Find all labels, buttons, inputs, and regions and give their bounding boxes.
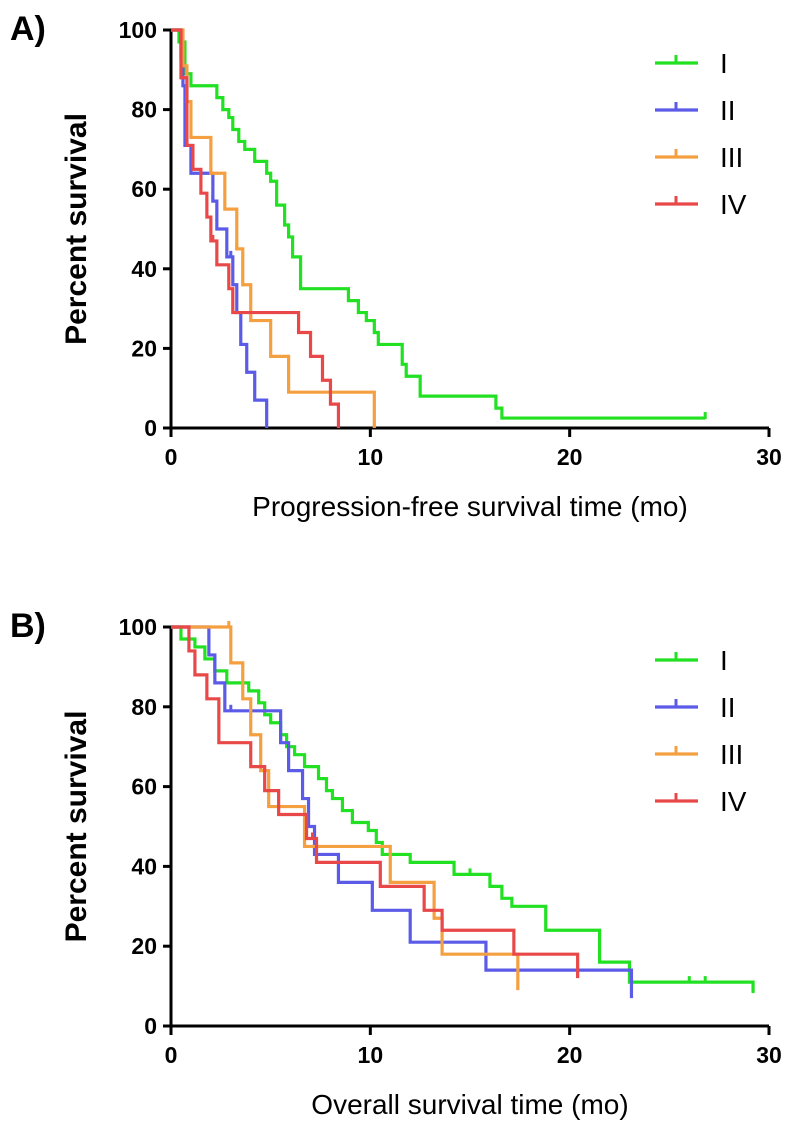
- x-tick-label: 30: [756, 444, 782, 470]
- x-tick-label: 10: [358, 444, 384, 470]
- survival-curve-i: [171, 625, 755, 993]
- legend-label-i: I: [720, 645, 728, 676]
- chart-panel-a: A) Percent survival Progression-free survi…: [10, 10, 782, 522]
- y-tick-label: 40: [131, 256, 157, 282]
- survival-curve-ii: [171, 625, 634, 999]
- panel-label: A): [10, 10, 46, 48]
- survival-curve-i: [171, 28, 706, 420]
- x-axis-label: Progression-free survival time (mo): [252, 491, 688, 522]
- chart-panel-b: B) Percent survival Overall survival time …: [10, 607, 782, 1120]
- x-tick-label: 30: [756, 1042, 782, 1068]
- x-tick-label: 0: [165, 444, 178, 470]
- x-tick-label: 10: [358, 1042, 384, 1068]
- legend-label-i: I: [720, 48, 728, 79]
- survival-curve-iii: [171, 625, 520, 991]
- y-tick-label: 40: [131, 853, 157, 879]
- y-tick-label: 60: [131, 774, 157, 800]
- survival-curve-iv: [171, 625, 580, 979]
- survival-curve-iii: [171, 28, 376, 428]
- y-tick-label: 0: [144, 415, 157, 441]
- legend-label-iv: IV: [720, 786, 747, 817]
- x-tick-label: 20: [557, 444, 583, 470]
- y-tick-label: 0: [144, 1013, 157, 1039]
- y-tick-label: 60: [131, 176, 157, 202]
- x-tick-label: 0: [165, 1042, 178, 1068]
- x-tick-label: 20: [557, 1042, 583, 1068]
- survival-curve-iv: [171, 28, 341, 428]
- legend-label-ii: II: [720, 692, 736, 723]
- y-tick-label: 80: [131, 97, 157, 123]
- y-tick-label: 20: [131, 933, 157, 959]
- y-tick-label: 80: [131, 694, 157, 720]
- legend-label-iii: III: [720, 739, 743, 770]
- y-tick-label: 100: [119, 17, 157, 43]
- y-axis-label: Percent survival: [60, 711, 93, 943]
- legend-label-iii: III: [720, 142, 743, 173]
- legend-label-iv: IV: [720, 189, 747, 220]
- x-axis-label: Overall survival time (mo): [311, 1089, 628, 1120]
- y-tick-label: 20: [131, 335, 157, 361]
- panel-label: B): [10, 607, 46, 645]
- legend-label-ii: II: [720, 95, 736, 126]
- y-axis-label: Percent survival: [60, 113, 93, 345]
- y-tick-label: 100: [119, 614, 157, 640]
